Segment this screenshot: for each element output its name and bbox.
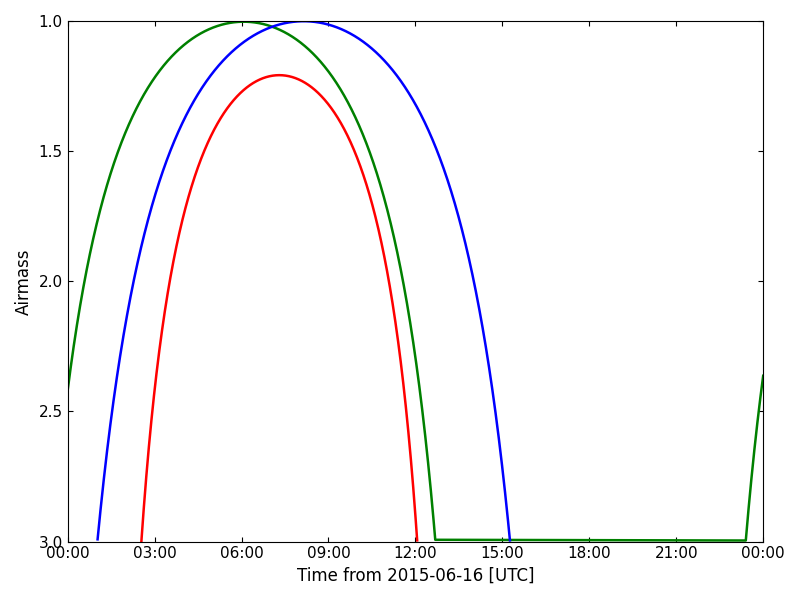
X-axis label: Time from 2015-06-16 [UTC]: Time from 2015-06-16 [UTC] — [297, 567, 534, 585]
Y-axis label: Airmass: Airmass — [15, 248, 33, 314]
